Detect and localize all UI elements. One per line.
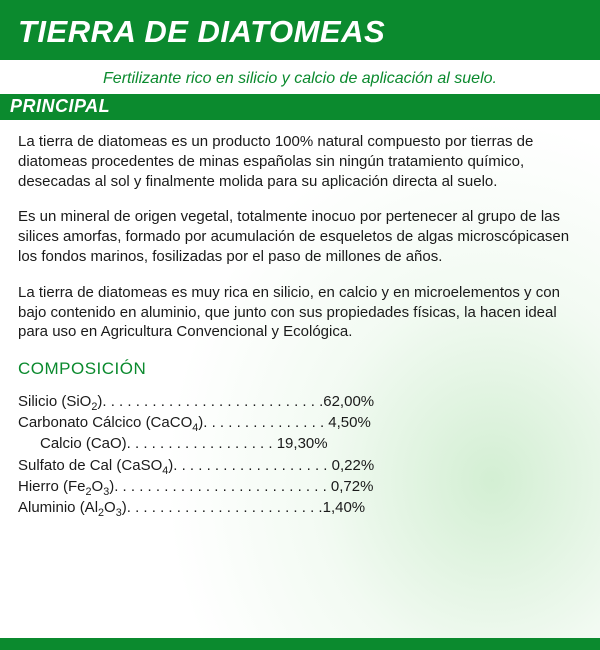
section-band: PRINCIPAL	[0, 94, 600, 120]
paragraph-1: La tierra de diatomeas es un producto 10…	[18, 132, 582, 191]
subtitle-text: Fertilizante rico en silicio y calcio de…	[10, 70, 590, 88]
section-label: PRINCIPAL	[10, 96, 590, 117]
header-band: TIERRA DE DIATOMEAS	[0, 0, 600, 62]
subtitle-band: Fertilizante rico en silicio y calcio de…	[0, 62, 600, 94]
body-content: La tierra de diatomeas es un producto 10…	[0, 120, 600, 650]
footer-band	[0, 638, 600, 650]
composition-list: Silicio (SiO2). . . . . . . . . . . . . …	[18, 391, 582, 519]
paragraph-2: Es un mineral de origen vegetal, totalme…	[18, 207, 582, 266]
composition-row: Silicio (SiO2). . . . . . . . . . . . . …	[18, 391, 582, 412]
composition-row: Hierro (Fe2O3). . . . . . . . . . . . . …	[18, 476, 582, 497]
composition-row: Sulfato de Cal (CaSO4). . . . . . . . . …	[18, 455, 582, 476]
composition-row: Carbonato Cálcico (CaCO4). . . . . . . .…	[18, 412, 582, 433]
composition-row: Calcio (CaO). . . . . . . . . . . . . . …	[18, 433, 582, 454]
page-title: TIERRA DE DIATOMEAS	[18, 14, 582, 50]
composition-title: COMPOSICIÓN	[18, 358, 582, 380]
composition-row: Aluminio (Al2O3). . . . . . . . . . . . …	[18, 497, 582, 518]
paragraph-3: La tierra de diatomeas es muy rica en si…	[18, 283, 582, 342]
